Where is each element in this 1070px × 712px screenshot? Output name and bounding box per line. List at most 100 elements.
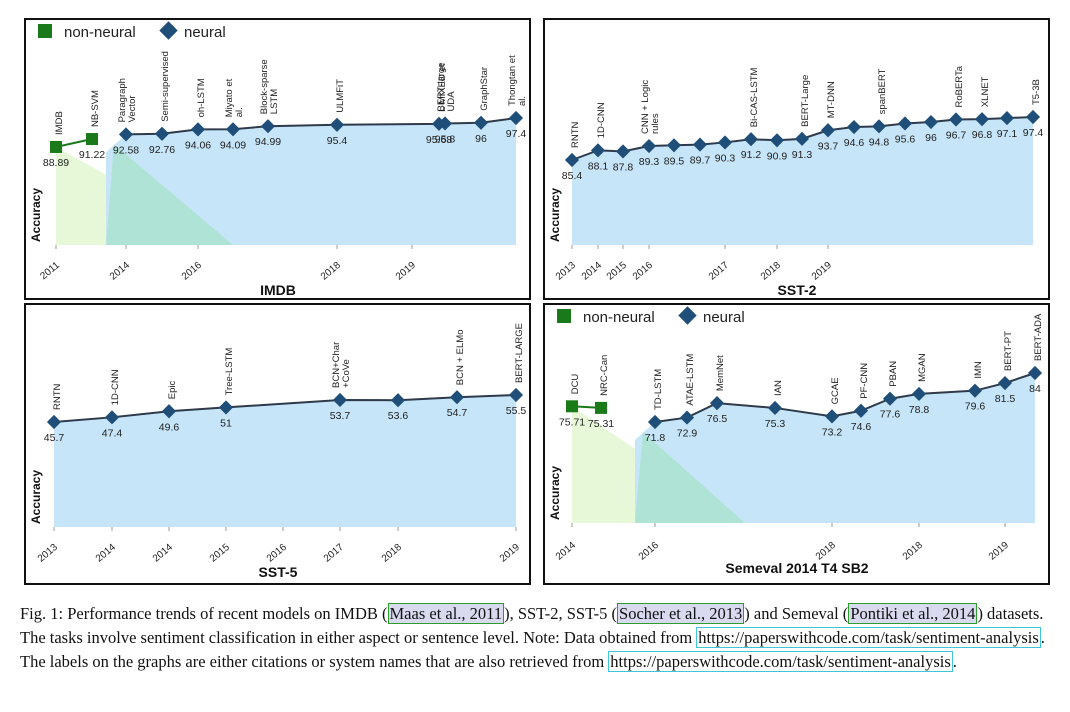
model-label: L MIXED et	[437, 63, 448, 112]
year-tick-label: 2014	[554, 540, 578, 563]
year-tick-label: 2016	[631, 260, 655, 283]
year-tick-label: 2018	[759, 260, 783, 283]
value-label: 72.9	[677, 428, 698, 440]
value-label: 54.7	[447, 407, 468, 419]
value-label: 88.1	[588, 160, 609, 172]
chart-title: SST-2	[778, 282, 817, 298]
value-label: 87.8	[613, 161, 634, 173]
value-label: 71.8	[645, 432, 666, 444]
sst2-chart-panel: 85.4 RNTN 88.1 1D-CNN 87.8 89.3 CNN + Logicrul…	[543, 18, 1050, 300]
url-link[interactable]: https://paperswithcode.com/task/sentimen…	[696, 627, 1041, 648]
neural-point	[974, 112, 990, 127]
neural-point	[437, 116, 453, 131]
value-label: 96	[925, 132, 937, 144]
year-tick-label: 2013	[554, 260, 578, 283]
value-label: 97.4	[506, 128, 527, 140]
value-label: 91.3	[792, 149, 813, 161]
value-label: 53.6	[388, 410, 409, 422]
value-label: 90.3	[715, 152, 736, 164]
caption-text: Fig. 1: Performance trends of recent mod…	[20, 604, 388, 623]
neural-point	[882, 391, 898, 406]
neural-point	[449, 390, 465, 405]
model-label: Thongtan etal.	[507, 55, 528, 106]
value-label: 76.5	[707, 413, 728, 425]
y-axis-label: Accuracy	[29, 188, 43, 242]
chart-legend: non-neural neural	[38, 21, 226, 41]
neural-point	[794, 131, 810, 146]
year-tick-label: 2018	[901, 540, 925, 563]
neural-point	[692, 137, 708, 152]
value-label: 75.31	[588, 418, 614, 430]
citation-link[interactable]: Maas et al., 2011	[387, 603, 505, 624]
model-label: DCU	[570, 374, 581, 395]
model-label: Semi-supervised	[160, 51, 171, 122]
y-axis-label: Accuracy	[548, 188, 562, 242]
model-label: GraphStar	[479, 67, 490, 111]
neural-point	[999, 111, 1015, 126]
legend-nonneural-marker	[38, 24, 52, 38]
value-label: 91.22	[79, 149, 105, 161]
value-label: 97.4	[1023, 127, 1044, 139]
model-label: BERT-ADA	[1033, 313, 1044, 361]
nonneural-point	[595, 401, 607, 414]
nonneural-point	[86, 133, 98, 146]
y-axis-label: Accuracy	[548, 466, 562, 520]
model-label: 1D-CNN	[596, 102, 607, 138]
year-tick-label: 2016	[637, 540, 661, 563]
year-tick-label: 2016	[265, 542, 289, 565]
value-label: 85.4	[562, 170, 583, 182]
model-label: BERT-LARGE	[514, 323, 525, 383]
model-label: MemNet	[715, 355, 726, 391]
value-label: 94.09	[220, 139, 246, 151]
model-label: BERT-largeUDA	[436, 63, 457, 112]
legend-nonneural-label: non-neural	[583, 309, 655, 326]
value-label: 96	[475, 133, 487, 145]
neural-point	[641, 138, 657, 154]
value-label: 94.06	[185, 139, 211, 151]
neural-point	[923, 114, 939, 130]
year-tick-label: 2014	[108, 260, 132, 283]
value-label: 95.4	[327, 135, 348, 147]
legend-neural-label: neural	[703, 309, 745, 326]
value-label: 89.3	[639, 156, 660, 168]
model-label: spanBERT	[877, 68, 888, 114]
model-label: Miyato etal.	[224, 78, 245, 117]
value-label: 94.99	[255, 136, 281, 148]
chart-legend: non-neural neural	[557, 306, 745, 326]
model-label: BERT-Large	[800, 75, 811, 127]
value-label: 88.89	[43, 157, 69, 169]
year-tick-label: 2017	[322, 542, 346, 565]
value-label: 51	[220, 417, 232, 429]
caption-text: . The labels on the graphs are either ci…	[20, 628, 1045, 671]
value-label: 95.8	[435, 133, 456, 145]
neural-point	[911, 386, 927, 401]
y-axis-label: Accuracy	[29, 470, 43, 524]
model-label: oh-LSTM	[196, 78, 207, 117]
value-label: 89.5	[664, 155, 685, 167]
model-label: BCN+Char+CoVe	[331, 342, 352, 388]
value-label: 95.6	[895, 133, 916, 145]
url-link[interactable]: https://paperswithcode.com/task/sentimen…	[608, 651, 953, 672]
neural-point	[647, 414, 663, 430]
citation-link[interactable]: Pontiki et al., 2014	[848, 603, 978, 624]
nonneural-point	[566, 400, 578, 413]
value-label: 75.71	[559, 416, 585, 428]
neural-point	[717, 135, 733, 150]
year-tick-label: 2014	[151, 542, 175, 565]
neural-point	[709, 396, 725, 411]
model-label: PF-CNN	[859, 363, 870, 399]
citation-link[interactable]: Socher et al., 2013	[617, 603, 745, 624]
neural-point	[743, 132, 759, 147]
value-label: 53.7	[330, 410, 351, 422]
model-label: XLNET	[980, 76, 991, 107]
year-tick-label: 2018	[319, 260, 343, 283]
neural-point	[871, 119, 887, 134]
neural-point	[473, 115, 489, 130]
sst5-chart-panel: 45.7 RNTN 47.4 1D-CNN 49.6 Epic 51 Tree-LSTM 53.…	[24, 303, 531, 585]
model-label: BERT-PT	[1003, 331, 1014, 371]
value-label: 92.76	[149, 144, 175, 156]
model-label: ULMFiT	[335, 79, 346, 113]
model-label: IMDB	[54, 111, 65, 135]
neural-point	[824, 409, 840, 424]
neural-point	[508, 110, 524, 126]
